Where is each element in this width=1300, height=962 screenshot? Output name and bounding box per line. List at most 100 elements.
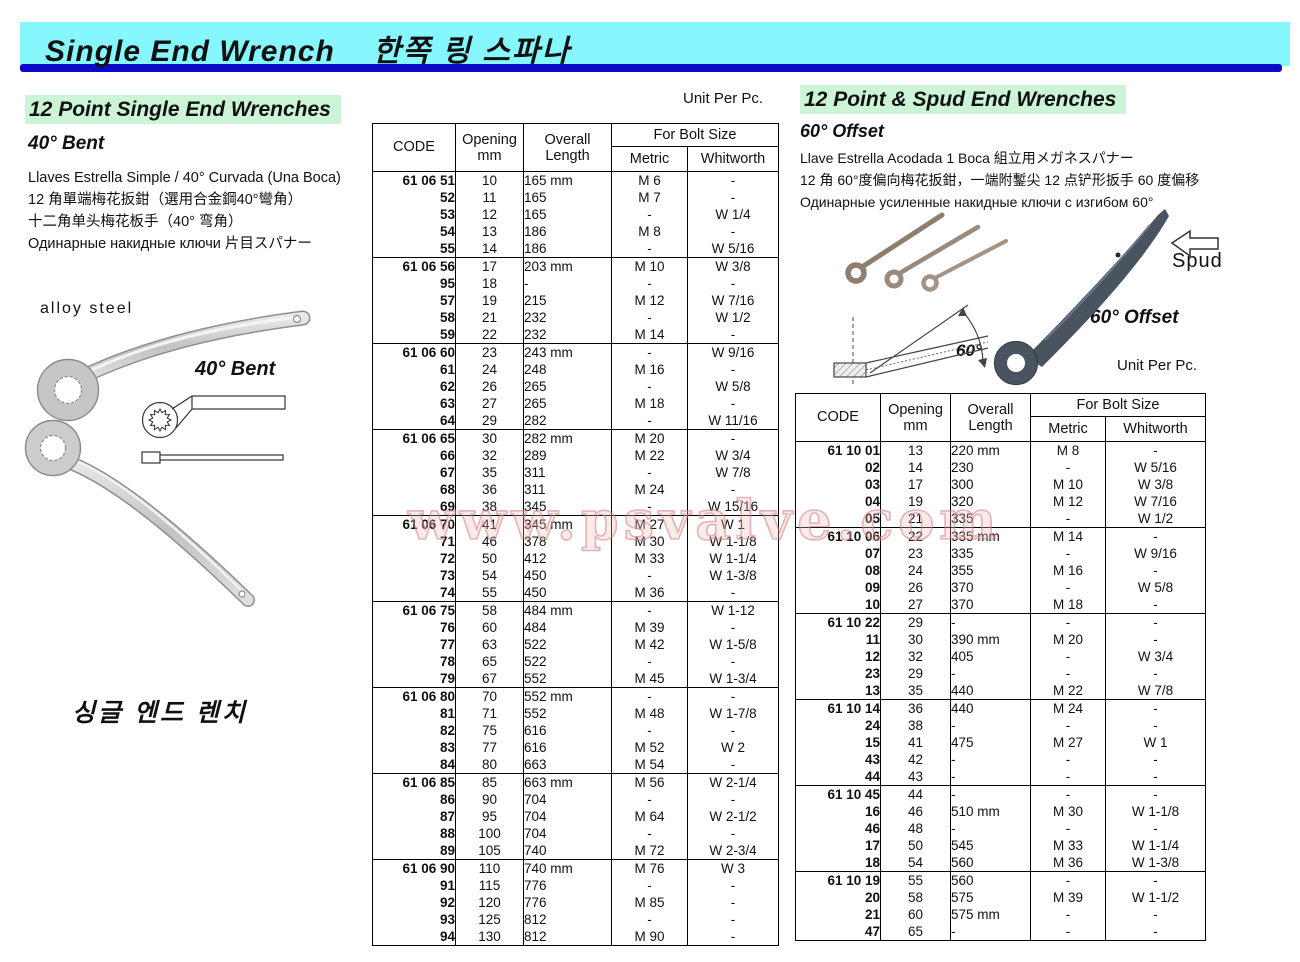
spec-row: 61 10 14 36 440 M 24-: [795, 699, 1206, 717]
spec-cell: -: [687, 877, 779, 894]
spec-cell: 12: [455, 206, 524, 223]
spec-cell: 68: [372, 481, 456, 498]
spud-arrow-icon: [1170, 229, 1219, 258]
spud-wrench-illustration: [833, 209, 1219, 386]
spec-row: 55 14 186- W 5/16: [372, 240, 779, 258]
spec-cell: 165 mm: [523, 171, 612, 189]
spec-cell: M 10: [1030, 476, 1106, 493]
spec-row: 16 46 510 mm M 30 W 1-1/8: [795, 803, 1206, 820]
spec-row: 61 06 56 17 203 mm M 10 W 3/8: [372, 257, 779, 275]
spec-cell: M 18: [1030, 596, 1106, 614]
spec-cell: 61 06 85: [372, 773, 456, 791]
spec-cell: -: [1105, 785, 1206, 803]
spec-cell: -: [950, 768, 1031, 786]
spec-cell: M 20: [1030, 631, 1106, 648]
spec-cell: 663: [523, 756, 612, 774]
spec-cell: 57: [372, 292, 456, 309]
spec-cell: W 9/16: [687, 343, 779, 361]
spec-cell: 450: [523, 567, 612, 584]
spec-cell: 21: [455, 309, 524, 326]
spec-cell: M 72: [611, 842, 688, 860]
spec-row: 61 24 248 M 16-: [372, 361, 779, 378]
spec-cell: W 5/8: [687, 378, 779, 395]
spec-cell: 46: [795, 820, 881, 837]
spec-cell: M 22: [611, 447, 688, 464]
spec-cell: W 1/2: [1105, 510, 1206, 528]
spec-cell: 81: [372, 705, 456, 722]
spec-row: 92 120 776 M 85-: [372, 894, 779, 911]
spec-cell: 105: [455, 842, 524, 860]
korean-product-name: 싱글 엔드 렌치: [72, 699, 248, 727]
spec-cell: 63: [372, 395, 456, 412]
spec-cell: W 5/16: [1105, 459, 1206, 476]
spec-cell: -: [611, 687, 688, 705]
spec-row: 46 48- - -: [795, 820, 1206, 837]
spec-row: 52 11 165 M 7-: [372, 189, 779, 206]
spec-row: 63 27 265 M 18-: [372, 395, 779, 412]
offset-angle-label: 60°: [956, 341, 982, 360]
spec-cell: -: [1030, 923, 1106, 941]
spec-cell: -: [611, 343, 688, 361]
col-overall: Overall Length: [523, 123, 612, 172]
spec-cell: 44: [795, 768, 881, 786]
spec-row: 64 29 282- W 11/16: [372, 412, 779, 430]
spec-cell: M 48: [611, 705, 688, 722]
spec-row: 47 65- - -: [795, 923, 1206, 941]
page-title-en: Single End Wrench: [45, 35, 335, 68]
spec-cell: 70: [455, 687, 524, 705]
spec-cell: 165: [523, 189, 612, 206]
spec-cell: -: [687, 894, 779, 911]
spec-cell: 522: [523, 636, 612, 653]
spec-cell: W 1: [1105, 734, 1206, 751]
spec-cell: W 3: [687, 859, 779, 877]
spec-cell: 335 mm: [950, 527, 1031, 545]
spec-cell: 78: [372, 653, 456, 670]
spec-cell: 11: [795, 631, 881, 648]
spec-cell: 61 10 45: [795, 785, 881, 803]
spec-cell: -: [950, 923, 1031, 941]
offset-angle-diagram: [833, 304, 989, 385]
left-description-es: Llaves Estrella Simple / 40° Curvada (Un…: [28, 170, 341, 186]
table-header: CODE Opening mm Overall Length For Bolt Si…: [795, 393, 1206, 442]
spec-row: 83 77 616 M 52 W 2: [372, 739, 779, 756]
spec-cell: 704: [523, 825, 612, 842]
spec-cell: 61 06 70: [372, 515, 456, 533]
spec-cell: 04: [795, 493, 881, 510]
spec-cell: 61 10 06: [795, 527, 881, 545]
spec-row: 18 54 560 M 36 W 1-3/8: [795, 854, 1206, 872]
spec-cell: -: [611, 911, 688, 928]
spec-cell: -: [687, 911, 779, 928]
spec-cell: 46: [880, 803, 951, 820]
spec-cell: 440: [950, 699, 1031, 717]
spec-cell: 93: [372, 911, 456, 928]
spec-cell: M 20: [611, 429, 688, 447]
spec-cell: -: [1030, 906, 1106, 923]
spec-cell: M 30: [1030, 803, 1106, 820]
spec-cell: 61 06 56: [372, 257, 456, 275]
col-overall: Overall Length: [950, 393, 1031, 442]
spec-cell: 55: [880, 871, 951, 889]
spec-row: 05 21 335- W 1/2: [795, 510, 1206, 528]
spec-cell: W 2: [687, 739, 779, 756]
spec-cell: -: [687, 395, 779, 412]
spec-cell: -: [1030, 579, 1106, 596]
spec-cell: 230: [950, 459, 1031, 476]
spec-cell: -: [611, 601, 688, 619]
spec-cell: M 18: [611, 395, 688, 412]
spec-cell: 345: [523, 498, 612, 516]
spec-cell: 29: [455, 412, 524, 430]
spec-cell: 55: [372, 240, 456, 258]
spec-cell: -: [950, 665, 1031, 682]
spec-cell: W 9/16: [1105, 545, 1206, 562]
spec-cell: -: [687, 619, 779, 636]
spec-cell: 19: [455, 292, 524, 309]
spec-cell: 311: [523, 464, 612, 481]
spec-cell: 740 mm: [523, 859, 612, 877]
spec-cell: 61 06 75: [372, 601, 456, 619]
spec-row: 87 95 704 M 64 W 2-1/2: [372, 808, 779, 825]
spec-cell: 09: [795, 579, 881, 596]
spec-cell: W 2-3/4: [687, 842, 779, 860]
material-label: alloy steel: [40, 300, 134, 317]
spec-cell: 85: [455, 773, 524, 791]
right-description-es-ja: Llave Estrella Acodada 1 Boca 組立用メガネスパナー: [800, 150, 1134, 166]
